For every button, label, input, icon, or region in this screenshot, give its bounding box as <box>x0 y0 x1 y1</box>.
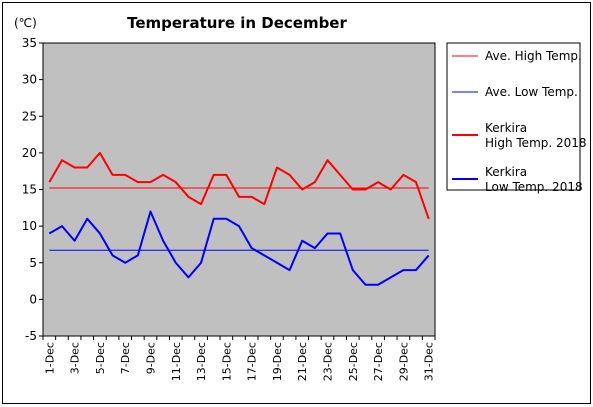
chart-title: Temperature in December <box>127 14 347 32</box>
y-tick-label: 20 <box>22 146 37 160</box>
legend-label-4: Kerkira <box>485 165 527 179</box>
x-tick-label: 19-Dec <box>271 342 284 381</box>
series-line-3 <box>48 151 430 220</box>
x-tick-label: 25-Dec <box>347 342 360 381</box>
legend-box <box>446 42 581 191</box>
x-tick-label: 7-Dec <box>119 342 132 374</box>
y-tick-label: 0 <box>29 292 37 306</box>
legend-label-3: Kerkira <box>485 121 527 135</box>
legend-items: Ave. High Temp.Ave. Low Temp.KerkiraHigh… <box>452 49 587 194</box>
y-tick-label: 10 <box>22 219 37 233</box>
x-tick-label: 1-Dec <box>43 342 56 374</box>
x-tick-label: 9-Dec <box>144 342 157 374</box>
x-tick-label: 11-Dec <box>170 342 183 381</box>
x-tick-label: 31-Dec <box>423 342 436 381</box>
unit-label: (℃) <box>14 16 37 30</box>
y-tick-label: 30 <box>22 73 37 87</box>
legend-label-4: Low Temp. 2018 <box>485 180 583 194</box>
y-axis: 35 30 25 20 15 10 5 0 -5 <box>22 36 43 343</box>
x-tick-label: 23-Dec <box>322 342 335 381</box>
plot-area <box>42 42 436 337</box>
x-tick-label: 15-Dec <box>220 342 233 381</box>
legend-label-2: Ave. Low Temp. <box>485 85 578 99</box>
x-tick-label: 13-Dec <box>195 342 208 381</box>
legend-label-1: Ave. High Temp. <box>485 49 582 63</box>
series-layer <box>48 151 430 286</box>
x-tick-label: 29-Dec <box>397 342 410 381</box>
x-tick-label: 3-Dec <box>69 342 82 374</box>
y-tick-label: 35 <box>22 36 37 50</box>
y-tick-label: -5 <box>25 329 37 343</box>
x-axis: 1-Dec 3-Dec 5-Dec 7-Dec 9-Dec 11-Dec 13-Dec 15-… <box>42 336 436 381</box>
x-tick-label: 17-Dec <box>246 342 259 381</box>
legend-label-3: High Temp. 2018 <box>485 136 587 150</box>
x-tick-label: 5-Dec <box>94 342 107 374</box>
y-tick-label: 5 <box>29 256 37 270</box>
x-tick-label: 27-Dec <box>372 342 385 381</box>
legend: Ave. High Temp.Ave. Low Temp.KerkiraHigh… <box>446 42 587 194</box>
y-tick-label: 25 <box>22 109 37 123</box>
series-line-4 <box>48 210 430 286</box>
x-tick-label: 21-Dec <box>296 342 309 381</box>
y-tick-label: 15 <box>22 183 37 197</box>
